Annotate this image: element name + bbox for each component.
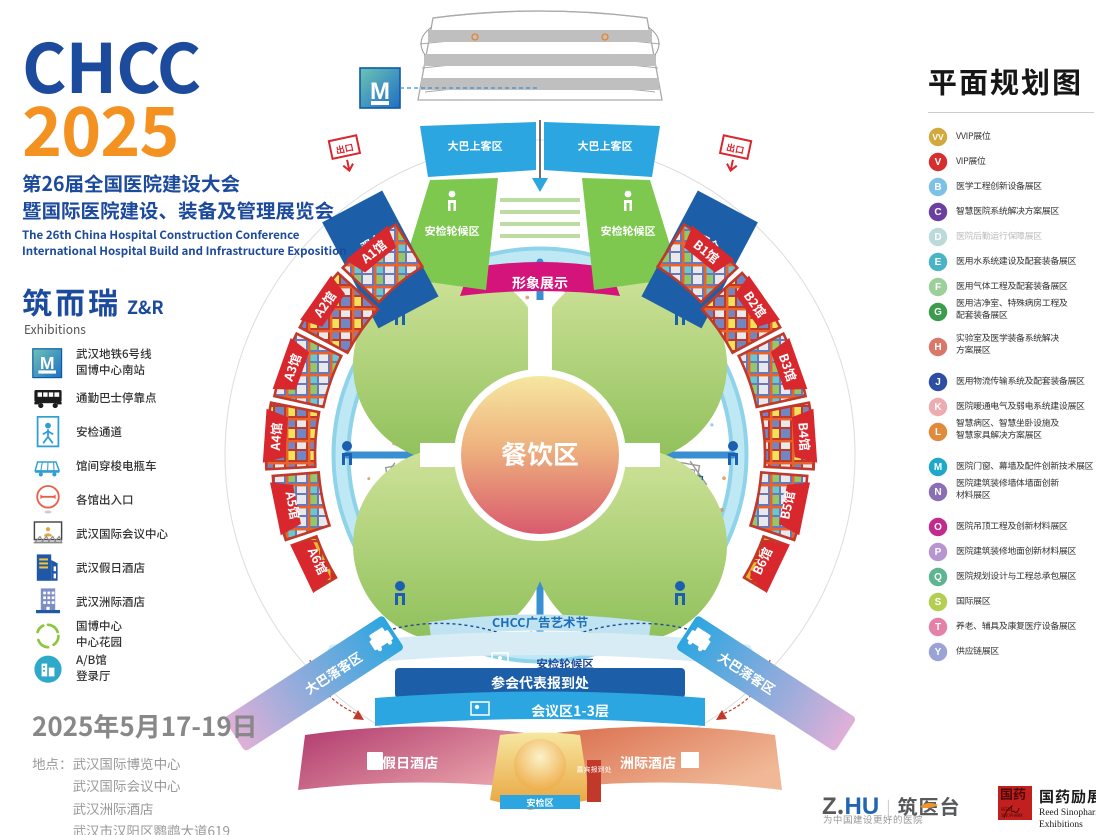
svg-text:洲际酒店: 洲际酒店 [620, 753, 676, 773]
svg-text:假日酒店: 假日酒店 [382, 753, 438, 773]
svg-text:VV: VV [932, 132, 944, 142]
svg-text:B: B [934, 182, 941, 193]
svg-text:CHCC广告艺术节: CHCC广告艺术节 [492, 612, 589, 631]
svg-text:V: V [935, 157, 942, 168]
svg-text:S: S [935, 597, 942, 608]
svg-text:M: M [370, 78, 390, 105]
svg-text:K: K [934, 402, 942, 413]
svg-text:参会代表报到处: 参会代表报到处 [491, 673, 589, 693]
svg-text:大巴上客区: 大巴上客区 [578, 138, 633, 154]
svg-text:安检轮候区: 安检轮候区 [601, 223, 656, 239]
svg-text:嘉宾报到处: 嘉宾报到处 [577, 765, 612, 775]
svg-text:安检区: 安检区 [526, 796, 553, 809]
svg-text:Y: Y [935, 647, 942, 658]
svg-text:O: O [934, 522, 942, 533]
svg-text:大巴上客区: 大巴上客区 [448, 138, 503, 154]
svg-text:T: T [935, 622, 941, 633]
svg-text:G: G [934, 307, 942, 318]
svg-text:餐饮区: 餐饮区 [501, 435, 579, 472]
svg-text:L: L [935, 427, 941, 438]
svg-text:P: P [935, 547, 942, 558]
svg-text:M: M [40, 353, 55, 373]
svg-text:形象展示: 形象展示 [512, 273, 568, 293]
svg-text:B4馆: B4馆 [794, 422, 815, 452]
svg-text:H: H [934, 342, 941, 353]
svg-text:E: E [935, 257, 942, 268]
svg-text:A4馆: A4馆 [265, 422, 286, 452]
svg-text:J: J [935, 377, 941, 388]
svg-text:D: D [934, 232, 941, 243]
svg-text:M: M [934, 462, 942, 473]
svg-text:会议区1-3层: 会议区1-3层 [531, 701, 609, 721]
svg-text:Q: Q [934, 572, 942, 583]
svg-text:安检轮候区: 安检轮候区 [425, 223, 480, 239]
svg-text:N: N [934, 487, 941, 498]
svg-text:F: F [935, 282, 941, 293]
svg-text:C: C [934, 207, 941, 218]
